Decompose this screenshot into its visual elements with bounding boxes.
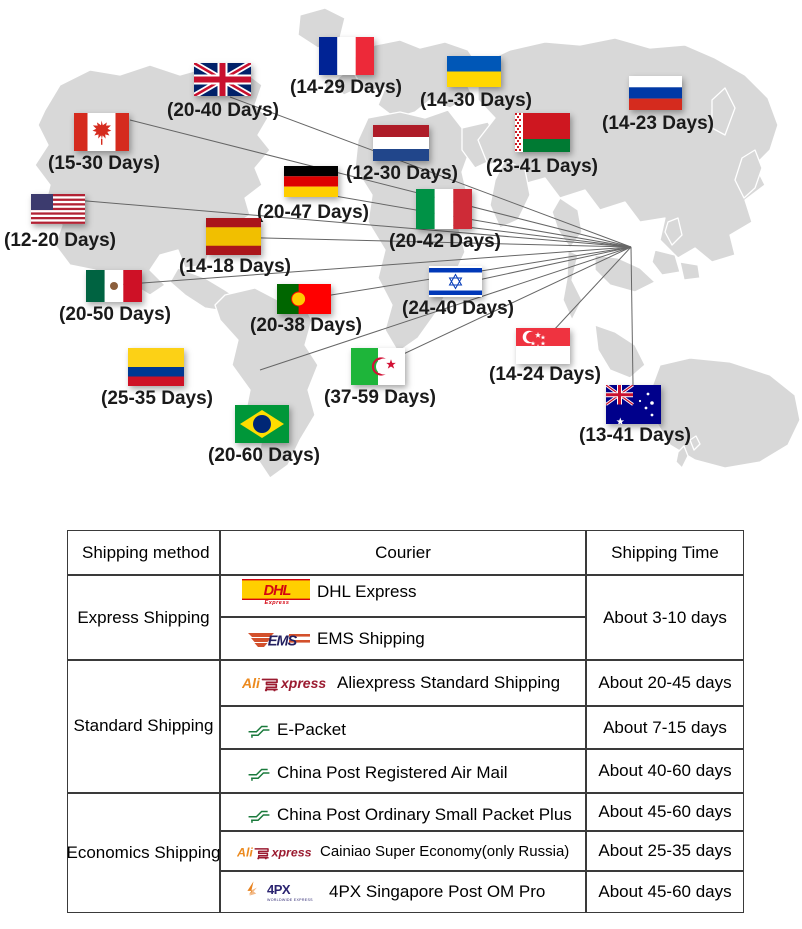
svg-text:xpress: xpress [271, 845, 312, 859]
svg-text:DHL: DHL [264, 583, 291, 599]
svg-text:Ali: Ali [237, 845, 253, 859]
svg-text:xpress: xpress [280, 675, 326, 691]
svg-text:Ali: Ali [242, 675, 261, 691]
svg-text:EMS: EMS [268, 634, 298, 650]
svg-text:WORLDWIDE EXPRESS: WORLDWIDE EXPRESS [267, 898, 313, 902]
svg-text:4PX: 4PX [267, 882, 291, 897]
svg-text:Express: Express [265, 600, 290, 606]
